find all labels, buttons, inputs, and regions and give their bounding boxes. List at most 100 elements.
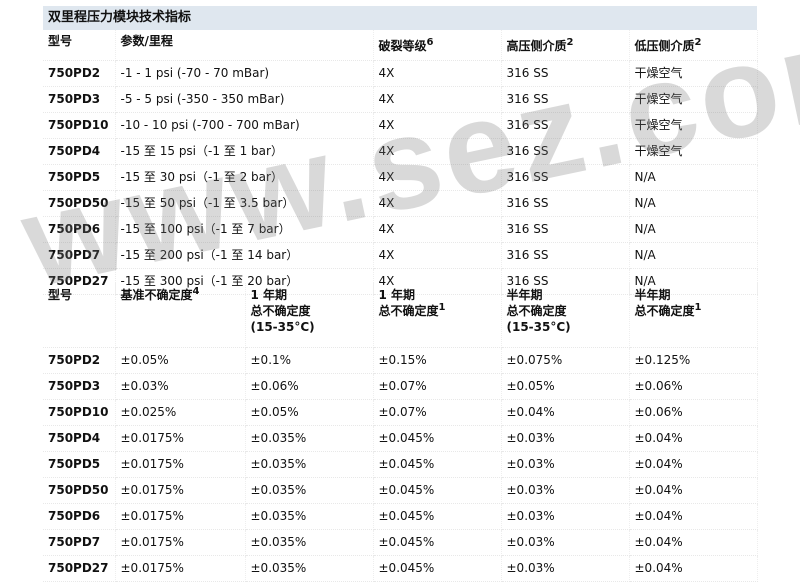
table-cell: ±0.035% bbox=[245, 555, 374, 582]
model-cell: 750PD6 bbox=[43, 503, 116, 530]
footnote-ref: 6 bbox=[426, 37, 434, 48]
footnote-ref: 1 bbox=[438, 302, 446, 313]
model-cell: 750PD7 bbox=[43, 242, 116, 269]
table-cell: 干燥空气 bbox=[629, 86, 758, 113]
table-row: 750PD4 -15 至 15 psi（-1 至 1 bar） 4X 316 SS 干燥… bbox=[43, 138, 758, 165]
footnote-ref: 1 bbox=[694, 302, 702, 313]
table-cell: ±0.045% bbox=[373, 555, 502, 582]
table-row: 750PD6 -15 至 100 psi（-1 至 7 bar） 4X 316 SS N… bbox=[43, 216, 758, 243]
table-cell: ±0.0175% bbox=[115, 425, 246, 452]
table-cell: 316 SS bbox=[501, 216, 630, 243]
table-cell: -15 至 15 psi（-1 至 1 bar） bbox=[115, 138, 374, 165]
model-cell: 750PD3 bbox=[43, 86, 116, 113]
model-cell: 750PD7 bbox=[43, 529, 116, 556]
table-cell: 316 SS bbox=[501, 242, 630, 269]
table-row: 750PD6 ±0.0175% ±0.035% ±0.045% ±0.03% ±0.04% bbox=[43, 503, 758, 530]
table-row: 750PD7 ±0.0175% ±0.035% ±0.045% ±0.03% ±0.04% bbox=[43, 529, 758, 556]
model-cell: 750PD6 bbox=[43, 216, 116, 243]
column-header: 型号 bbox=[43, 30, 116, 61]
table-cell: 4X bbox=[373, 60, 502, 87]
table-cell: 4X bbox=[373, 138, 502, 165]
footnote-ref: 2 bbox=[566, 37, 574, 48]
header-line: 基准不确定度 bbox=[120, 288, 193, 302]
table-cell: ±0.04% bbox=[629, 425, 758, 452]
header-line: 总不确定度 bbox=[634, 304, 695, 318]
table-cell: ±0.0175% bbox=[115, 503, 246, 530]
model-cell: 750PD5 bbox=[43, 451, 116, 478]
table-cell: ±0.04% bbox=[629, 451, 758, 478]
table-cell: ±0.03% bbox=[115, 373, 246, 400]
model-cell: 750PD4 bbox=[43, 425, 116, 452]
table-cell: ±0.04% bbox=[501, 399, 630, 426]
table-cell: ±0.03% bbox=[501, 503, 630, 530]
column-header: 破裂等级6 bbox=[373, 30, 502, 61]
table-cell: -15 至 100 psi（-1 至 7 bar） bbox=[115, 216, 374, 243]
header-line: 总不确定度 bbox=[250, 304, 311, 318]
table-cell: 316 SS bbox=[501, 138, 630, 165]
column-header: 半年期 总不确定度 (15-35°C) bbox=[501, 283, 630, 348]
table-cell: ±0.035% bbox=[245, 503, 374, 530]
model-cell: 750PD5 bbox=[43, 164, 116, 191]
table-cell: 316 SS bbox=[501, 86, 630, 113]
table-cell: ±0.045% bbox=[373, 477, 502, 504]
header-line: 半年期 bbox=[634, 288, 671, 302]
table-row: 750PD2 ±0.05% ±0.1% ±0.15% ±0.075% ±0.125% bbox=[43, 347, 758, 374]
header-line: (15-35°C) bbox=[506, 320, 571, 334]
footnote-ref: 4 bbox=[192, 286, 200, 297]
header-row: 型号 基准不确定度4 1 年期 总不确定度 (15-35°C) 1 年期 总不确定度1 半年期… bbox=[43, 283, 758, 348]
table-cell: 干燥空气 bbox=[629, 60, 758, 87]
footnote-ref: 2 bbox=[694, 37, 702, 48]
table-cell: ±0.05% bbox=[115, 347, 246, 374]
table-cell: ±0.03% bbox=[501, 529, 630, 556]
column-header: 低压侧介质2 bbox=[629, 30, 758, 61]
table-cell: 316 SS bbox=[501, 112, 630, 139]
table-cell: N/A bbox=[629, 216, 758, 243]
table-cell: ±0.05% bbox=[245, 399, 374, 426]
table-row: 750PD5 -15 至 30 psi（-1 至 2 bar） 4X 316 SS N/… bbox=[43, 164, 758, 191]
header-text: 高压侧介质 bbox=[506, 39, 567, 53]
table-cell: ±0.075% bbox=[501, 347, 630, 374]
table-cell: 4X bbox=[373, 190, 502, 217]
table-cell: ±0.0175% bbox=[115, 451, 246, 478]
table-row: 750PD2 -1 - 1 psi (-70 - 70 mBar) 4X 316 SS… bbox=[43, 60, 758, 87]
table-row: 750PD3 -5 - 5 psi (-350 - 350 mBar) 4X 316 … bbox=[43, 86, 758, 113]
table-cell: ±0.1% bbox=[245, 347, 374, 374]
table-cell: 316 SS bbox=[501, 190, 630, 217]
table-cell: ±0.04% bbox=[629, 503, 758, 530]
header-text: 破裂等级 bbox=[378, 39, 427, 53]
table-row: 750PD5 ±0.0175% ±0.035% ±0.045% ±0.03% ±0.04% bbox=[43, 451, 758, 478]
column-header: 半年期总不确定度1 bbox=[629, 283, 758, 348]
header-row: 型号 参数/里程 破裂等级6 高压侧介质2 低压侧介质2 bbox=[43, 30, 758, 61]
table-cell: ±0.03% bbox=[501, 477, 630, 504]
table-cell: ±0.06% bbox=[629, 399, 758, 426]
table-cell: ±0.035% bbox=[245, 425, 374, 452]
column-header: 型号 bbox=[43, 283, 116, 348]
table-cell: ±0.0175% bbox=[115, 529, 246, 556]
table-cell: ±0.06% bbox=[629, 373, 758, 400]
table-cell: -15 至 200 psi（-1 至 14 bar） bbox=[115, 242, 374, 269]
table-cell: -10 - 10 psi (-700 - 700 mBar) bbox=[115, 112, 374, 139]
table-cell: ±0.03% bbox=[501, 451, 630, 478]
header-line: (15-35°C) bbox=[250, 320, 315, 334]
table-cell: ±0.04% bbox=[629, 477, 758, 504]
table-row: 750PD4 ±0.0175% ±0.035% ±0.045% ±0.03% ±0.04% bbox=[43, 425, 758, 452]
table-row: 750PD10 ±0.025% ±0.05% ±0.07% ±0.04% ±0.06% bbox=[43, 399, 758, 426]
header-line: 1 年期 bbox=[378, 288, 416, 302]
table-cell: ±0.07% bbox=[373, 399, 502, 426]
column-header: 基准不确定度4 bbox=[115, 283, 246, 348]
header-text: 型号 bbox=[48, 34, 73, 48]
model-cell: 750PD50 bbox=[43, 477, 116, 504]
table-cell: 316 SS bbox=[501, 60, 630, 87]
range-spec-table: 型号 参数/里程 破裂等级6 高压侧介质2 低压侧介质2 750PD2 -1 - 1 psi… bbox=[43, 30, 758, 295]
model-cell: 750PD4 bbox=[43, 138, 116, 165]
table-cell: ±0.045% bbox=[373, 451, 502, 478]
column-header: 1 年期 总不确定度 (15-35°C) bbox=[245, 283, 374, 348]
table-cell: ±0.035% bbox=[245, 451, 374, 478]
table-cell: N/A bbox=[629, 190, 758, 217]
model-cell: 750PD2 bbox=[43, 60, 116, 87]
model-cell: 750PD10 bbox=[43, 112, 116, 139]
table-cell: N/A bbox=[629, 164, 758, 191]
table-cell: ±0.07% bbox=[373, 373, 502, 400]
table-cell: 316 SS bbox=[501, 164, 630, 191]
table-cell: 4X bbox=[373, 86, 502, 113]
